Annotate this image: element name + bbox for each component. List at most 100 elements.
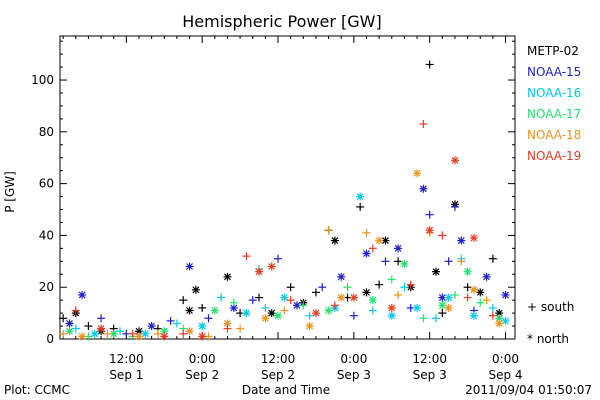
legend-item: NOAA-16: [527, 86, 581, 100]
data-point-north: [425, 226, 434, 235]
data-point-north: [305, 322, 314, 331]
data-point-north: [501, 316, 510, 325]
data-point-north: [482, 272, 491, 281]
data-point-south: [330, 301, 339, 310]
y-tick-label: 20: [39, 280, 54, 294]
data-point-south: [356, 202, 365, 211]
data-point-north: [469, 234, 478, 242]
plot-frame: [59, 35, 516, 340]
y-tick-label: 40: [39, 228, 54, 242]
data-point-north: [476, 288, 485, 297]
y-tick-label: 100: [31, 73, 54, 87]
marker-legend-item: + south: [527, 300, 574, 314]
data-point-south: [419, 314, 428, 323]
data-point-north: [337, 272, 346, 281]
data-point-south: [318, 283, 327, 292]
data-point-north: [191, 285, 200, 294]
data-point-north: [160, 332, 169, 341]
data-point-south: [362, 228, 371, 237]
data-point-north: [419, 184, 428, 193]
data-point-south: [375, 280, 384, 289]
data-point-south: [229, 298, 238, 307]
footer-axis-title: Date and Time: [242, 383, 330, 397]
data-point-south: [71, 324, 80, 333]
data-point-north: [394, 244, 403, 253]
data-point-north: [438, 301, 447, 310]
x-tick-time-label: 12:00: [109, 352, 144, 366]
data-point-south: [381, 257, 390, 266]
chart-title: Hemispheric Power [GW]: [182, 12, 381, 31]
data-point-north: [432, 267, 441, 276]
data-point-north: [242, 309, 251, 318]
footer-timestamp: 2011/09/04 01:50:07: [465, 383, 592, 397]
data-point-north: [387, 303, 396, 312]
legend-item: METP-02: [527, 44, 579, 58]
data-point-south: [116, 327, 125, 336]
data-point-south: [425, 210, 434, 219]
data-point-north: [457, 236, 466, 245]
y-tick-label: 0: [46, 332, 54, 346]
data-point-south: [305, 311, 314, 320]
data-point-south: [463, 293, 472, 302]
data-point-south: [59, 329, 68, 338]
data-point-north: [463, 267, 472, 276]
data-point-north: [97, 324, 106, 333]
data-point-south: [236, 324, 245, 333]
data-point-south: [463, 283, 472, 292]
data-point-north: [255, 267, 264, 276]
data-point-south: [488, 303, 497, 312]
data-point-south: [153, 329, 162, 338]
data-point-south: [248, 296, 257, 305]
data-point-south: [242, 252, 251, 261]
data-point-south: [425, 60, 434, 69]
data-points: [59, 60, 510, 341]
data-point-north: [223, 272, 232, 281]
data-point-north: [134, 332, 143, 341]
data-point-south: [166, 316, 175, 325]
marker-legend: + south * north: [527, 300, 574, 346]
data-point-north: [469, 311, 478, 320]
data-point-south: [368, 306, 377, 315]
data-point-north: [324, 306, 333, 315]
data-point-south: [419, 120, 428, 129]
data-point-north: [267, 262, 276, 271]
x-tick-date-label: Sep 2: [185, 368, 219, 382]
data-point-north: [185, 306, 194, 315]
data-point-north: [469, 285, 478, 294]
data-point-north: [413, 303, 422, 312]
data-point-north: [198, 322, 207, 331]
data-point-south: [255, 293, 264, 302]
data-point-north: [495, 319, 504, 328]
data-point-south: [274, 254, 283, 263]
data-point-north: [368, 296, 377, 305]
data-point-south: [488, 311, 497, 320]
data-point-south: [432, 314, 441, 323]
legend: METP-02 NOAA-15 NOAA-16 NOAA-17 NOAA-18 NOAA-…: [527, 44, 581, 163]
data-point-south: [217, 293, 226, 302]
data-point-south: [476, 298, 485, 307]
data-point-south: [204, 314, 213, 323]
y-tick-label: 60: [39, 177, 54, 191]
data-point-south: [286, 283, 295, 292]
y-tick-label: 80: [39, 125, 54, 139]
data-point-south: [438, 231, 447, 240]
data-point-north: [330, 236, 339, 245]
data-point-north: [349, 293, 358, 302]
data-point-south: [59, 314, 68, 323]
footer-credit: Plot: CCMC: [4, 383, 70, 397]
y-axis-label: P [GW]: [3, 171, 17, 213]
data-point-north: [210, 306, 219, 315]
data-point-north: [261, 314, 270, 323]
data-point-north: [78, 290, 87, 299]
data-point-north: [274, 311, 283, 320]
x-tick-date-label: Sep 4: [488, 368, 522, 382]
x-axis: 12:00 Sep 1 0:00 Sep 2 12:00 Sep 2 0:00 Sep 3 12…: [62, 36, 523, 382]
data-point-south: [128, 329, 137, 338]
data-point-south: [299, 301, 308, 310]
data-point-south: [488, 254, 497, 263]
data-point-north: [185, 262, 194, 271]
data-point-north: [413, 169, 422, 178]
y-axis: 0 20 40 60 80 100: [31, 40, 515, 346]
data-point-north: [450, 156, 459, 165]
